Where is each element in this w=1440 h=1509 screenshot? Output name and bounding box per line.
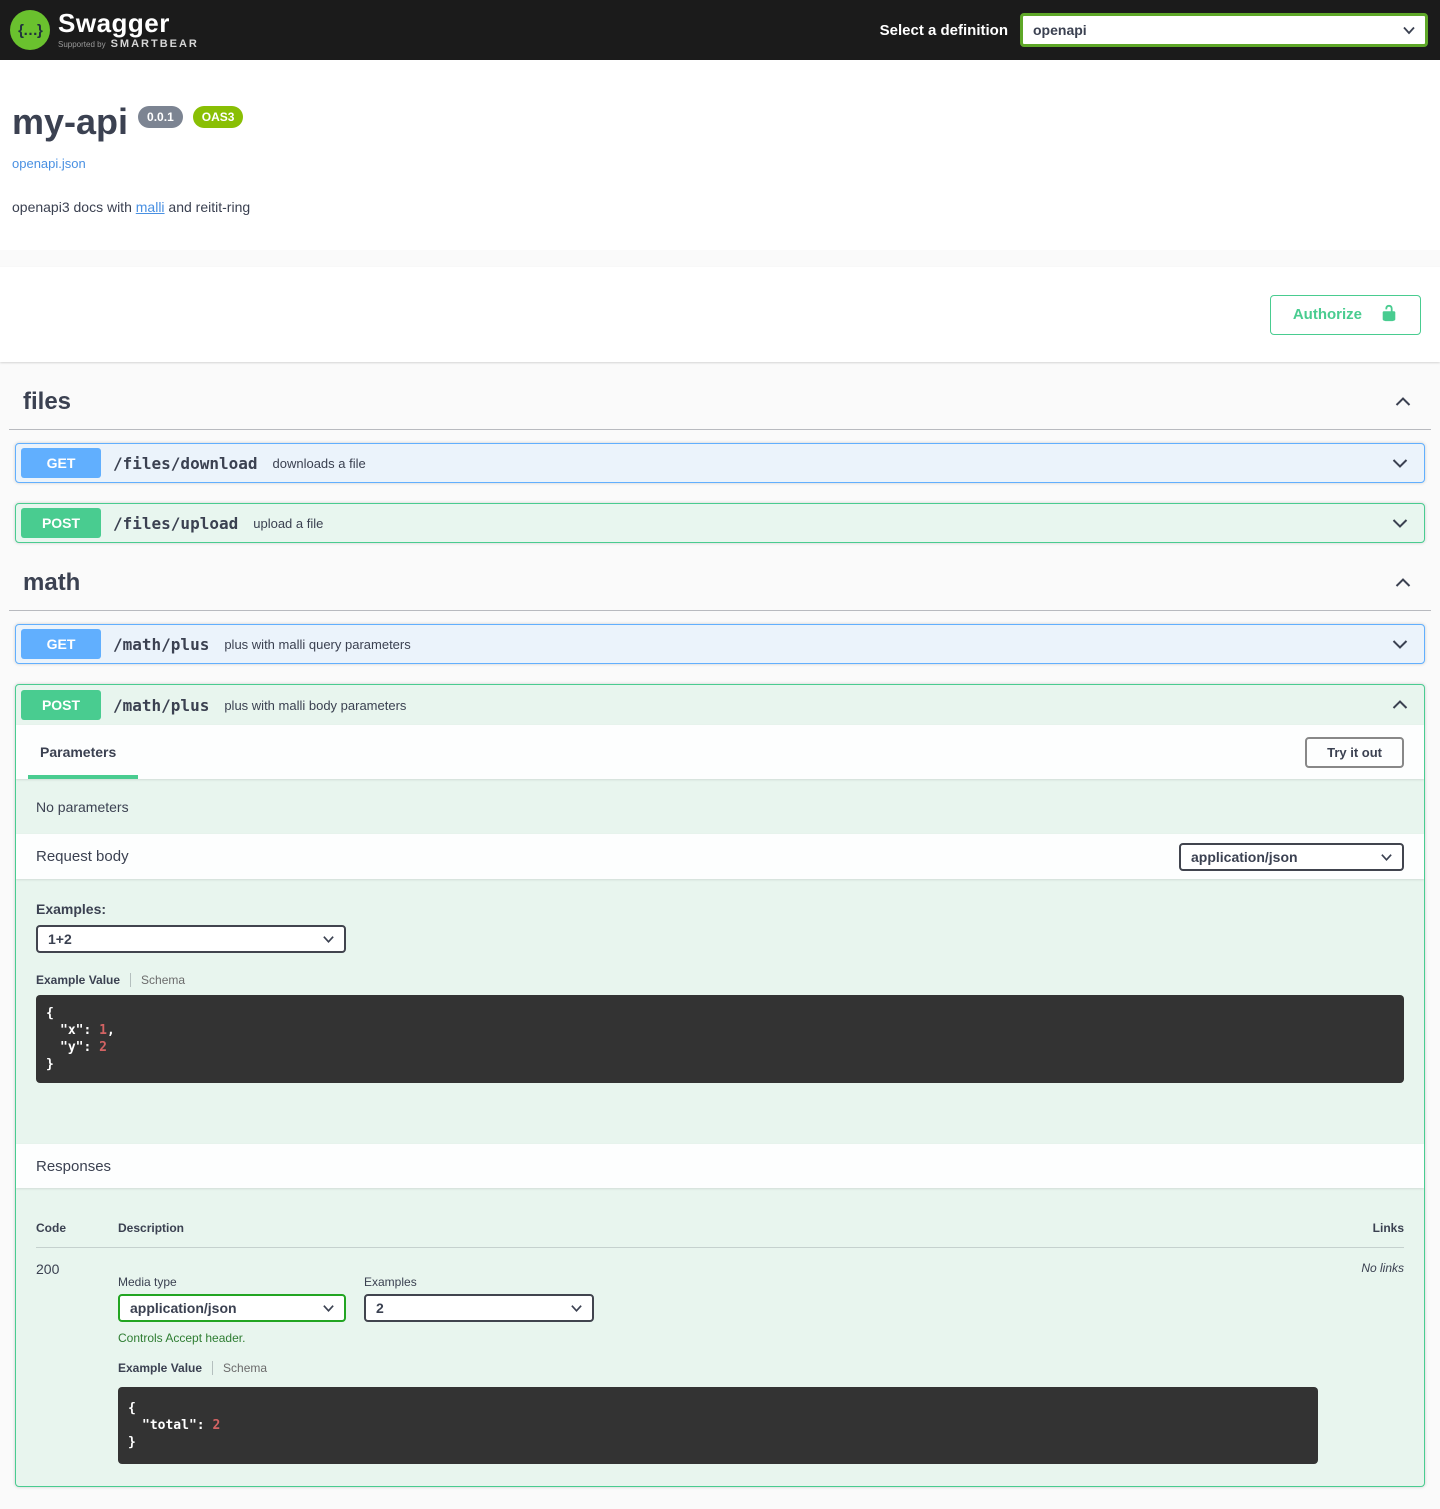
chevron-down-icon (1380, 850, 1393, 863)
request-body-label: Request body (36, 848, 129, 865)
operation-get-files-download[interactable]: GET /files/download downloads a file (15, 443, 1425, 483)
responses-content: Code Description Links 200 Media type ap… (16, 1188, 1424, 1486)
page-title: my-api (12, 101, 129, 142)
responses-header: Responses (16, 1144, 1424, 1188)
tab-schema[interactable]: Schema (223, 1361, 268, 1375)
responses-table-header: Code Description Links (36, 1221, 1404, 1248)
operation-path: /files/download (113, 453, 258, 473)
active-tab-underline (28, 775, 138, 779)
tab-schema[interactable]: Schema (141, 973, 186, 987)
operation-post-files-upload[interactable]: POST /files/upload upload a file (15, 503, 1425, 543)
chevron-down-icon (1402, 23, 1416, 37)
definition-select[interactable]: openapi (1020, 13, 1428, 47)
operation-summary: plus with malli body parameters (224, 697, 407, 713)
version-badge: 0.0.1 (138, 106, 183, 128)
chevron-up-icon[interactable] (1383, 392, 1423, 412)
operation-summary: upload a file (253, 515, 324, 531)
definition-label: Select a definition (879, 21, 1008, 39)
operation-get-math-plus[interactable]: GET /math/plus plus with malli query par… (15, 624, 1425, 664)
media-type-label: Media type (118, 1275, 177, 1289)
description-column-header: Description (118, 1221, 185, 1235)
chevron-up-icon[interactable] (1383, 573, 1423, 593)
tab-example-value[interactable]: Example Value (36, 973, 132, 987)
example-select[interactable]: 1+2 (36, 925, 346, 953)
chevron-down-icon[interactable] (1386, 509, 1414, 537)
operation-summary: downloads a file (272, 455, 366, 471)
chevron-down-icon (322, 933, 335, 946)
method-badge: GET (21, 629, 101, 659)
swagger-logo-icon: {…} (10, 10, 50, 50)
request-content-type-select[interactable]: application/json (1179, 842, 1404, 871)
examples-label: Examples: (36, 901, 107, 917)
parameters-header: Parameters Try it out (16, 725, 1424, 779)
chevron-down-icon (570, 1302, 583, 1315)
try-it-out-button[interactable]: Try it out (1305, 736, 1404, 768)
request-body-content: Examples: 1+2 Example Value Schema { "x"… (16, 879, 1424, 1144)
operation-summary-row[interactable]: POST /math/plus plus with malli body par… (16, 685, 1424, 725)
operations-wrapper: files GET /files/download downloads a fi… (0, 362, 1440, 1487)
controls-accept-note: Controls Accept header. (118, 1331, 246, 1345)
section-header-files[interactable]: files (9, 388, 1431, 430)
chevron-down-icon[interactable] (1386, 630, 1414, 658)
tab-parameters[interactable]: Parameters (40, 744, 117, 760)
smartbear-text: SMARTBEAR (110, 38, 199, 50)
malli-link[interactable]: malli (135, 199, 165, 215)
response-examples-label: Examples (364, 1275, 417, 1289)
request-example-code: { "x": 1, "y": 2 } (36, 995, 1404, 1083)
authorize-button[interactable]: Authorize (1269, 294, 1421, 335)
section-header-math[interactable]: math (9, 569, 1431, 611)
chevron-up-icon[interactable] (1386, 691, 1414, 719)
no-parameters-text: No parameters (36, 799, 129, 815)
operation-summary: plus with malli query parameters (224, 636, 411, 652)
spec-link[interactable]: openapi.json (12, 156, 86, 171)
swagger-wordmark: Swagger (58, 8, 170, 38)
operation-path: /files/upload (113, 513, 239, 533)
response-description: Media type application/json Examples (118, 1261, 1318, 1464)
response-code: 200 (36, 1261, 60, 1277)
response-example-code: { "total": 2 } (118, 1387, 1318, 1464)
media-type-select[interactable]: application/json (118, 1294, 346, 1322)
section-gap (0, 250, 1440, 267)
operation-path: /math/plus (113, 634, 210, 654)
response-examples-select[interactable]: 2 (364, 1294, 594, 1322)
scheme-container: Authorize (0, 267, 1440, 362)
links-column-header: Links (1372, 1221, 1404, 1235)
swagger-logo[interactable]: {…} Swagger Supported by SMARTBEAR (10, 10, 199, 50)
request-body-header: Request body application/json (16, 834, 1424, 879)
operation-post-math-plus-expanded: POST /math/plus plus with malli body par… (15, 684, 1425, 1487)
response-row-200: 200 Media type application/json (36, 1248, 1404, 1464)
info-section: my-api 0.0.1 OAS3 openapi.json openapi3 … (0, 60, 1440, 250)
oas3-badge: OAS3 (192, 106, 244, 128)
no-links-text: No links (1361, 1261, 1404, 1275)
chevron-down-icon[interactable] (1386, 449, 1414, 477)
method-badge: POST (21, 508, 101, 538)
section-title: math (23, 569, 81, 596)
responses-label: Responses (36, 1157, 112, 1175)
tab-example-value[interactable]: Example Value (118, 1361, 214, 1375)
supported-by-text: Supported by (58, 40, 106, 49)
unlock-icon (1380, 304, 1398, 326)
method-badge: GET (21, 448, 101, 478)
operation-path: /math/plus (113, 695, 210, 715)
api-description: openapi3 docs with malli and reitit-ring (12, 199, 251, 215)
chevron-down-icon (322, 1302, 335, 1315)
code-column-header: Code (36, 1221, 66, 1235)
topbar: {…} Swagger Supported by SMARTBEAR Selec… (0, 0, 1440, 60)
method-badge: POST (21, 690, 101, 720)
section-title: files (23, 388, 72, 415)
